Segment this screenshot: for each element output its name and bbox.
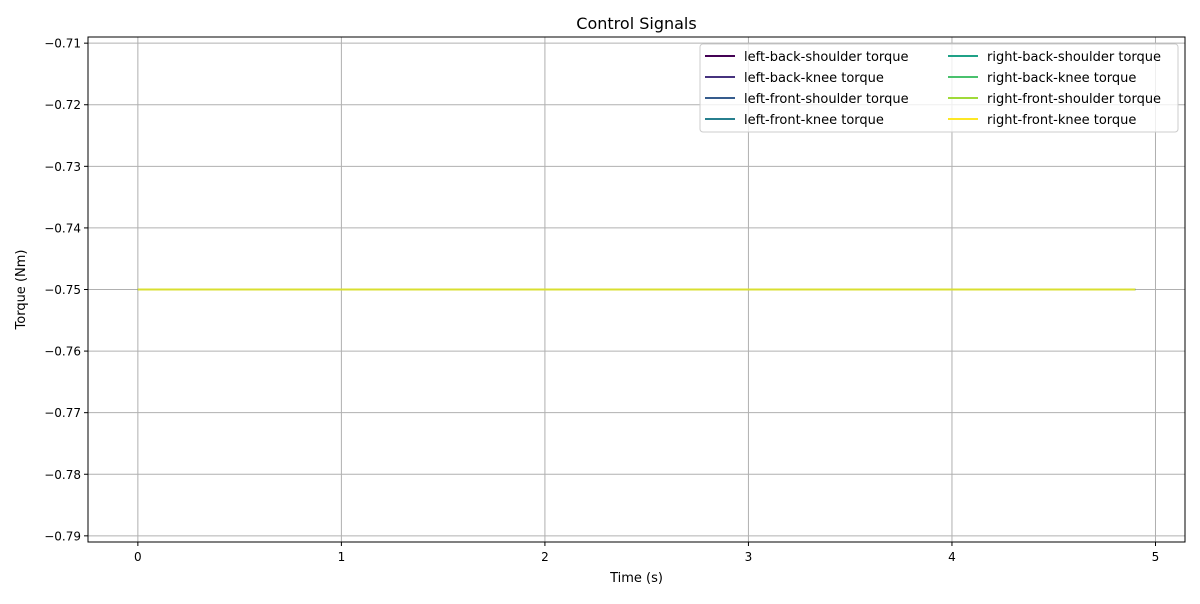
legend-label: left-back-knee torque [744, 71, 884, 86]
x-axis: 0 1 2 3 4 5 [134, 542, 1159, 564]
legend-label: left-back-shoulder torque [744, 50, 909, 65]
legend-label: left-front-knee torque [744, 113, 884, 128]
legend-label: right-back-knee torque [987, 71, 1136, 86]
y-tick-label: −0.75 [44, 283, 81, 297]
y-tick-label: −0.72 [44, 98, 81, 112]
legend-label: left-front-shoulder torque [744, 92, 909, 107]
legend-label: right-back-shoulder torque [987, 50, 1161, 65]
y-tick-label: −0.71 [44, 37, 81, 51]
x-axis-label: Time (s) [609, 571, 663, 586]
chart-title: Control Signals [576, 14, 696, 33]
x-tick-label: 2 [541, 550, 549, 564]
y-axis-label: Torque (Nm) [14, 250, 29, 331]
x-tick-label: 0 [134, 550, 142, 564]
x-tick-label: 1 [338, 550, 346, 564]
y-tick-label: −0.78 [44, 468, 81, 482]
y-tick-label: −0.74 [44, 221, 81, 235]
legend-label: right-front-knee torque [987, 113, 1136, 128]
legend-label: right-front-shoulder torque [987, 92, 1161, 107]
legend-box [699, 43, 1179, 133]
y-tick-label: −0.73 [44, 160, 81, 174]
x-tick-label: 5 [1152, 550, 1160, 564]
x-tick-label: 3 [745, 550, 753, 564]
y-tick-label: −0.77 [44, 406, 81, 420]
y-axis: −0.71 −0.72 −0.73 −0.74 −0.75 −0.76 −0.77 −0.78… [44, 37, 88, 543]
legend: left-back-shoulder torque left-back-knee … [699, 43, 1179, 133]
y-tick-label: −0.79 [44, 529, 81, 543]
x-tick-label: 4 [948, 550, 956, 564]
y-tick-label: −0.76 [44, 345, 81, 359]
